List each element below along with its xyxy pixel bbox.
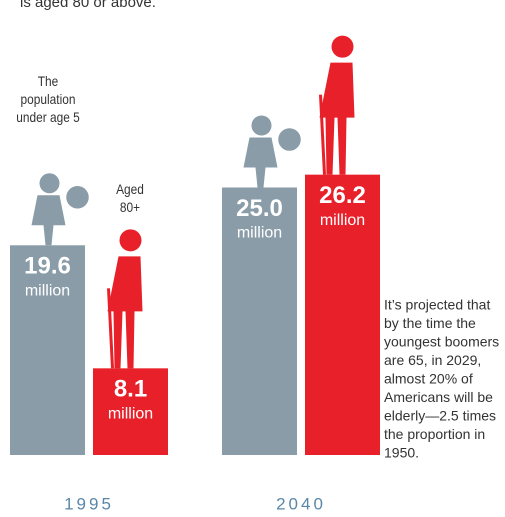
pictogram bbox=[39, 173, 60, 194]
pictogram bbox=[276, 126, 303, 153]
pictogram bbox=[119, 229, 142, 252]
bar bbox=[305, 174, 380, 455]
value-label: 8.1 bbox=[114, 376, 147, 403]
value-label: 26.2 bbox=[319, 182, 366, 209]
bar bbox=[222, 187, 297, 455]
note-line: Americans will be bbox=[384, 389, 493, 405]
pictogram bbox=[331, 35, 354, 58]
value-unit: million bbox=[108, 406, 153, 423]
series-label: Aged 80+ bbox=[116, 181, 144, 215]
pictogram bbox=[107, 256, 143, 369]
pictogram bbox=[107, 288, 114, 369]
pictogram bbox=[243, 137, 278, 188]
note-line: elderly—2.5 times bbox=[384, 408, 496, 424]
value-label: 19.6 bbox=[24, 253, 71, 280]
x-tick-label: 2040 bbox=[276, 494, 326, 513]
bar bbox=[93, 368, 168, 455]
series-label: The population under age 5 bbox=[16, 73, 80, 125]
value-unit: million bbox=[237, 225, 282, 242]
value-unit: million bbox=[320, 212, 365, 229]
note-line: the proportion in bbox=[384, 426, 485, 442]
pictogram bbox=[251, 115, 272, 136]
pictogram bbox=[64, 184, 91, 211]
pictogram bbox=[319, 62, 355, 175]
note-line: are 65, in 2029, bbox=[384, 352, 481, 368]
pictogram bbox=[319, 94, 326, 175]
x-tick-label: 1995 bbox=[64, 494, 114, 513]
note-line: It’s projected that bbox=[384, 297, 490, 313]
note-line: youngest boomers bbox=[384, 334, 499, 350]
bar bbox=[10, 245, 85, 455]
value-unit: million bbox=[25, 282, 70, 299]
note-line: 1950. bbox=[384, 445, 419, 461]
pictogram bbox=[31, 195, 66, 246]
note-line: by the time the bbox=[384, 315, 476, 331]
chart-title: is aged 80 or above. bbox=[20, 0, 156, 11]
value-label: 25.0 bbox=[236, 195, 283, 222]
note-line: almost 20% of bbox=[384, 371, 473, 387]
